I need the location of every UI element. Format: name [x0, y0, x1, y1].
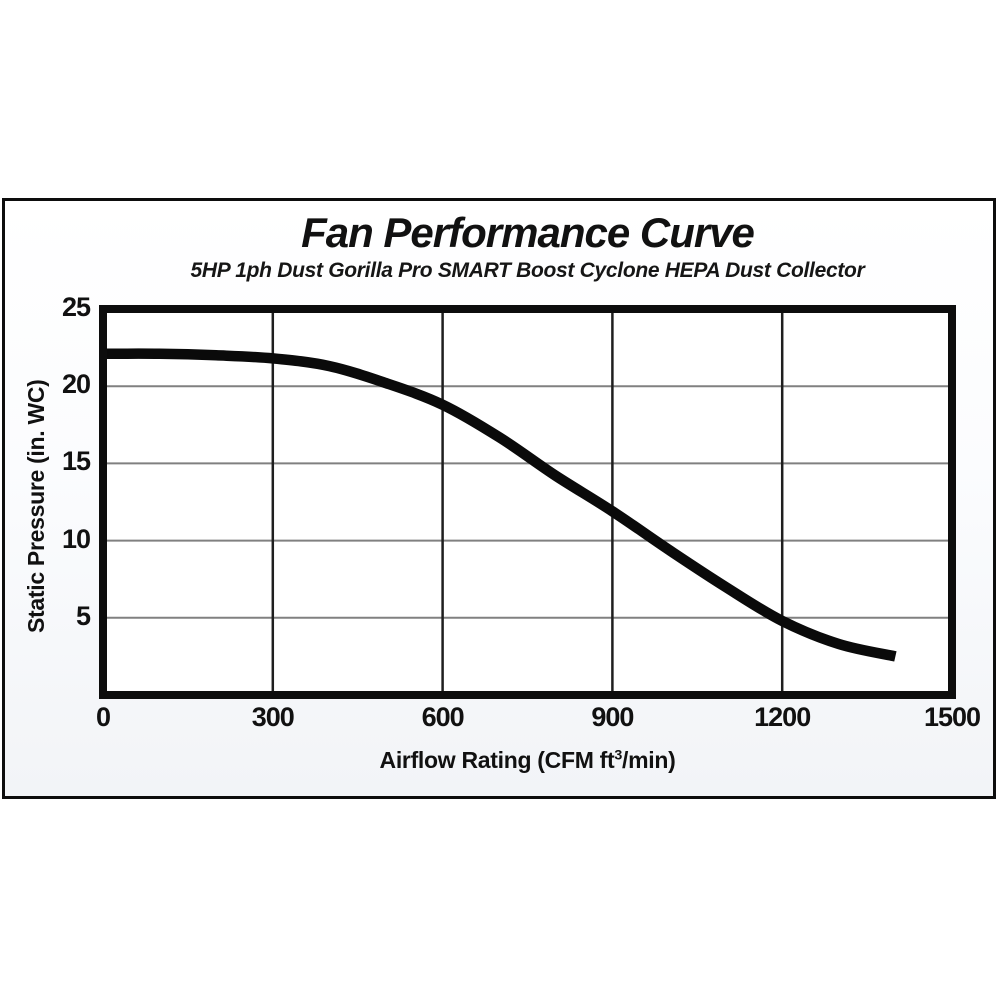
- chart-header: Fan Performance Curve 5HP 1ph Dust Goril…: [103, 209, 952, 283]
- page-subtitle: 5HP 1ph Dust Gorilla Pro SMART Boost Cyc…: [190, 259, 865, 283]
- x-tick-label: 1500: [923, 702, 981, 732]
- x-tick-label: 300: [251, 702, 295, 732]
- x-axis-label: Airflow Rating (CFM ft3/min): [103, 747, 952, 774]
- y-tick-label: 25: [61, 292, 91, 322]
- x-tick-label: 1200: [754, 702, 811, 732]
- x-axis-label-superscript: 3: [614, 747, 623, 764]
- x-tick-label: 600: [421, 702, 465, 732]
- chart-panel: Fan Performance Curve 5HP 1ph Dust Goril…: [2, 198, 996, 799]
- x-tick-label: 0: [95, 702, 111, 732]
- x-tick-label: 900: [591, 702, 634, 732]
- x-axis-label-suffix: /min): [622, 747, 676, 773]
- plot-border: [99, 305, 956, 699]
- page-title: Fan Performance Curve: [301, 209, 755, 256]
- x-axis-label-prefix: Airflow Rating (CFM ft: [379, 747, 615, 773]
- y-axis-label: Static Pressure (in. WC): [23, 379, 49, 633]
- performance-curve-plot: [99, 305, 956, 699]
- fan-curve-line: [102, 348, 897, 662]
